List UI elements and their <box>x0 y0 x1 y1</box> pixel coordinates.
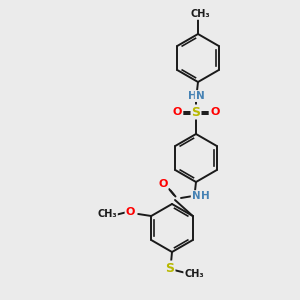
Text: CH₃: CH₃ <box>98 209 117 219</box>
Text: N: N <box>192 191 200 201</box>
Text: N: N <box>196 91 204 101</box>
Text: S: S <box>191 106 200 118</box>
Text: O: O <box>210 107 220 117</box>
Text: O: O <box>172 107 182 117</box>
Text: O: O <box>125 207 135 217</box>
Text: CH₃: CH₃ <box>184 269 204 279</box>
Text: CH₃: CH₃ <box>190 9 210 19</box>
Text: O: O <box>158 179 168 189</box>
Text: H: H <box>201 191 209 201</box>
Text: H: H <box>188 91 196 101</box>
Text: S: S <box>166 262 175 275</box>
